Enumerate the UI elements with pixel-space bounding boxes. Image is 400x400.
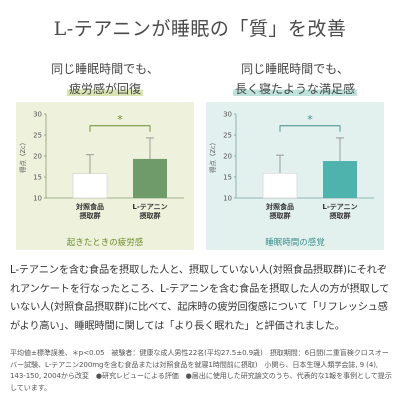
panel-subtitle-line1: 同じ睡眠時間でも、 — [51, 62, 159, 76]
y-tick-label: 10 — [33, 195, 42, 203]
panel-subtitle-line2: 疲労感が回復 — [16, 80, 194, 97]
significance-marker: * — [117, 113, 123, 126]
chart-svg: 得点（Zc）1015202530対照食品摂取群L-テアニン摂取群*起きたときの疲… — [16, 102, 194, 250]
x-tick-label: L-テアニン — [132, 203, 167, 211]
x-tick-label: 対照食品 — [265, 202, 294, 211]
y-tick-label: 30 — [33, 111, 42, 119]
panel-subtitle-highlight: 疲労感が回復 — [66, 82, 143, 96]
y-tick-label: 20 — [33, 153, 42, 161]
panel-subtitle-highlight: 長く寝たような満足感 — [232, 82, 357, 96]
significance-bracket — [279, 125, 341, 132]
significance-marker: * — [307, 113, 313, 126]
y-axis-label: 得点（Zc） — [18, 139, 27, 173]
chart-caption: 起きたときの疲労感 — [67, 237, 144, 248]
x-tick-label: L-テアニン — [322, 203, 357, 211]
y-tick-label: 20 — [223, 153, 232, 161]
bar — [323, 161, 357, 198]
chart-sleep-duration: 得点（Zc） 10 15 20 25 30 対照食品 摂取群 L-テアニン 摂取群 * 睡眠時間の感覚 — [206, 102, 384, 250]
x-tick-label: 摂取群 — [140, 211, 161, 220]
panel-subtitle-line2: 長く寝たような満足感 — [206, 80, 384, 97]
bar — [133, 158, 167, 198]
x-tick-label: 摂取群 — [330, 211, 351, 220]
bar — [72, 173, 108, 199]
y-tick-label: 25 — [223, 132, 232, 140]
panel-sleep-duration: 同じ睡眠時間でも、 長く寝たような満足感 得点（Zc） 10 15 20 25 30 対照食… — [206, 58, 384, 250]
chart-fatigue: 得点（Zc） 10 15 20 25 30 対照食品 摂取群 L-テアニン 摂取群 * 起きたときの疲… — [16, 102, 194, 250]
x-tick-label: 摂取群 — [270, 211, 291, 220]
x-tick-label: 対照食品 — [75, 202, 104, 211]
x-tick-label: 摂取群 — [80, 211, 101, 220]
y-tick-label: 30 — [223, 111, 232, 119]
chart-caption: 睡眠時間の感覚 — [265, 237, 325, 248]
page-title: L-テアニンが睡眠の「質」を改善 — [53, 18, 347, 40]
y-axis-label: 得点（Zc） — [208, 139, 217, 173]
bar — [262, 172, 298, 199]
y-tick-label: 25 — [33, 132, 42, 140]
significance-bracket — [89, 125, 151, 132]
panel-subtitle-line1: 同じ睡眠時間でも、 — [241, 62, 349, 76]
footnotes: 平均値±標準誤差、＊p<0.05 被験者：健康な成人男性22名(平均27.5±0… — [10, 348, 392, 392]
y-tick-label: 10 — [223, 195, 232, 203]
y-tick-label: 15 — [33, 174, 42, 182]
y-tick-label: 15 — [223, 174, 232, 182]
panel-fatigue: 同じ睡眠時間でも、 疲労感が回復 得点（Zc） 10 15 20 25 30 対照食品 摂取群… — [16, 58, 194, 250]
body-description: L-テアニンを含む食品を摂取した人と、摂取していない人(対照食品摂取群)にそれぞ… — [10, 265, 390, 332]
